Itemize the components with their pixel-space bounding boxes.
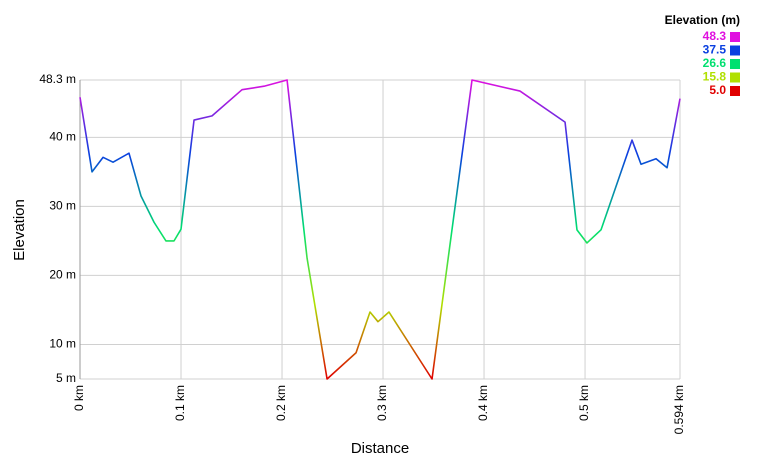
x-axis-title: Distance [351, 440, 409, 457]
x-tick-label: 0 km [72, 385, 86, 411]
legend-swatch [730, 86, 740, 96]
y-tick-label: 5 m [56, 371, 76, 385]
y-tick-label: 30 m [49, 199, 76, 213]
x-tick-label: 0.1 km [173, 385, 187, 421]
x-tick-label: 0.594 km [672, 385, 686, 434]
legend-title: Elevation (m) [665, 13, 740, 27]
x-tick-label: 0.5 km [577, 385, 591, 421]
legend-label: 37.5 [703, 43, 727, 57]
legend-label: 26.6 [703, 56, 727, 70]
legend-swatch [730, 72, 740, 83]
x-tick-label: 0.2 km [274, 385, 288, 421]
legend-label: 48.3 [703, 29, 727, 43]
x-tick-label: 0.4 km [476, 385, 490, 421]
y-axis-title: Elevation [11, 199, 28, 261]
y-tick-label: 10 m [49, 337, 76, 351]
legend-swatch [730, 32, 740, 42]
legend-swatch [730, 59, 740, 69]
elevation-line [79, 79, 681, 380]
y-tick-label: 48.3 m [39, 72, 76, 86]
legend-label: 5.0 [709, 83, 726, 97]
y-tick-label: 20 m [49, 268, 76, 282]
legend-swatch [730, 45, 740, 56]
legend-label: 15.8 [703, 70, 727, 84]
x-tick-label: 0.3 km [375, 385, 389, 421]
y-tick-label: 40 m [49, 129, 76, 143]
